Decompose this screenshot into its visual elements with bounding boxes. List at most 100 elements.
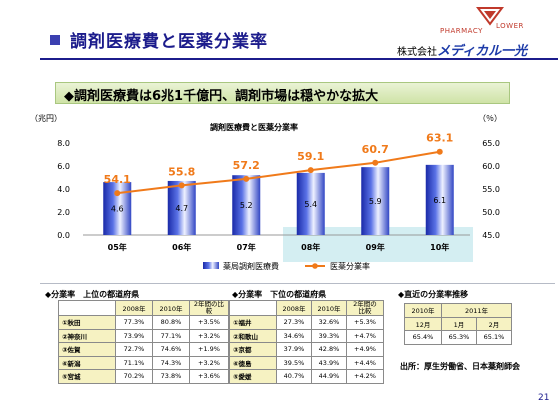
legend-bar-label: 薬局調剤医療費: [223, 261, 279, 271]
value-jan: 65.3%: [441, 330, 477, 345]
table-cell: 27.3%: [276, 315, 312, 330]
table-row: ②神奈川 73.9% 77.1% +3.2%: [58, 328, 229, 343]
header-2010: 2010年: [152, 300, 190, 316]
top-prefectures-table: 2008年 2010年 2年間の比較 ①秋田 77.3% 80.8% +3.5% ②神奈…: [58, 300, 229, 384]
table-cell: +3.6%: [189, 369, 229, 384]
left-axis-tick: 6.0: [57, 162, 70, 171]
bar: [425, 164, 454, 235]
section-divider: [40, 283, 555, 284]
prefecture-name: ①秋田: [58, 315, 116, 330]
table-cell: 43.9%: [311, 355, 347, 370]
month-jan-header: 1月: [441, 316, 477, 331]
line-point: [436, 148, 443, 155]
bar-value-label: 6.1: [433, 196, 446, 205]
prefecture-name: ④徳島: [229, 355, 277, 370]
bar: [232, 175, 261, 235]
bar-value-label: 5.2: [240, 201, 253, 210]
table-cell: +4.7%: [346, 328, 384, 343]
table-cell: +4.9%: [346, 342, 384, 357]
chart-title: 調剤医療費と医薬分業率: [210, 122, 298, 132]
page-title: 調剤医療費と医薬分業率: [70, 32, 268, 52]
table-cell: 32.6%: [311, 315, 347, 330]
table-cell: 70.2%: [115, 369, 153, 384]
line-value-label: 55.8: [168, 165, 195, 178]
table-cell: 40.7%: [276, 369, 312, 384]
table-cell: +1.9%: [189, 342, 229, 357]
company-logo: PHARMACY LOWER: [440, 6, 558, 38]
table-cell: 77.3%: [115, 315, 153, 330]
table-cell: +3.5%: [189, 315, 229, 330]
line-value-label: 54.1: [104, 173, 131, 186]
header-empty: [229, 300, 277, 316]
table-cell: 71.1%: [115, 355, 153, 370]
table-row: ④徳島 39.5% 43.9% +4.4%: [229, 355, 384, 370]
prefecture-name: ②神奈川: [58, 328, 116, 343]
category-label: 06年: [172, 242, 191, 252]
right-axis-unit: （％）: [478, 114, 502, 123]
category-label: 08年: [301, 242, 320, 252]
pharmacy-flower-logo-icon: [476, 7, 504, 26]
right-axis-tick: 50.0: [482, 208, 500, 217]
table-cell: 37.9%: [276, 342, 312, 357]
table-row: ②和歌山 34.6% 39.3% +4.7%: [229, 328, 384, 343]
page-number: 21: [538, 393, 550, 403]
category-label: 09年: [366, 242, 385, 252]
table-cell: 72.7%: [115, 342, 153, 357]
right-axis-tick: 65.0: [482, 139, 500, 148]
table-cell: 73.8%: [152, 369, 190, 384]
line-point: [114, 190, 121, 197]
table-cell: +3.2%: [189, 355, 229, 370]
line-point: [243, 175, 250, 182]
right-axis-tick: 60.0: [482, 162, 500, 171]
table-cell: 80.8%: [152, 315, 190, 330]
line-point: [178, 182, 185, 189]
chart: （兆円） （％） 調剤医療費と医薬分業率 0.0 2.0 4.0 6.0 8.0 45.…: [30, 113, 502, 271]
legend-line-label: 医薬分業率: [330, 261, 370, 271]
bottom-prefectures-title: ◆分業率 下位の都道府県: [232, 290, 327, 299]
prefecture-name: ④新潟: [58, 355, 116, 370]
title-bullet: [50, 35, 60, 45]
header-change: 2年間の比較: [346, 300, 384, 316]
prefecture-name: ②和歌山: [229, 328, 277, 343]
left-axis-tick: 8.0: [57, 139, 70, 148]
bar: [361, 167, 390, 235]
bottom-prefectures-table: 2008年 2010年 2年間の比較 ①福井 27.3% 32.6% +5.3% ②和歌…: [229, 300, 384, 384]
table-row: ③京都 37.9% 42.8% +4.9%: [229, 342, 384, 357]
header-empty: [58, 300, 116, 316]
headline-text: ◆調剤医療費は6兆1千億円、調剤市場は穏やかな拡大: [64, 89, 379, 104]
top-prefectures-title: ◆分業率 上位の都道府県: [45, 290, 140, 299]
left-axis-tick: 2.0: [57, 208, 70, 217]
table-cell: +3.2%: [189, 328, 229, 343]
recent-trend-table: 2010年 2011年 12月 1月 2月 65.4% 65.3% 65.1%: [404, 303, 512, 345]
table-cell: 39.3%: [311, 328, 347, 343]
header-2010: 2010年: [311, 300, 347, 316]
table-cell: 39.5%: [276, 355, 312, 370]
legend: 薬局調剤医療費 医薬分業率: [203, 261, 370, 271]
category-label: 10年: [430, 242, 449, 252]
table-row: ①福井 27.3% 32.6% +5.3%: [229, 315, 384, 330]
table-row: ③佐賀 72.7% 74.6% +1.9%: [58, 342, 229, 357]
category-label: 07年: [237, 242, 256, 252]
year-2010-header: 2010年: [404, 303, 442, 318]
table-row: ⑤愛媛 40.7% 44.9% +4.2%: [229, 369, 384, 384]
header-2008: 2008年: [115, 300, 153, 316]
table-cell: 34.6%: [276, 328, 312, 343]
table-cell: +5.3%: [346, 315, 384, 330]
line-value-label: 63.1: [426, 132, 453, 145]
bar-value-label: 4.6: [111, 205, 124, 214]
source-note: 出所：厚生労働省、日本薬剤師会: [400, 362, 520, 371]
legend-line-marker: [312, 263, 318, 269]
line-point: [372, 159, 379, 166]
prefecture-name: ③京都: [229, 342, 277, 357]
bar: [296, 172, 325, 235]
line-value-label: 59.1: [297, 150, 324, 163]
table-cell: 73.9%: [115, 328, 153, 343]
line-value-label: 60.7: [362, 143, 389, 156]
year-2011-header: 2011年: [441, 303, 512, 318]
prefecture-name: ⑤愛媛: [229, 369, 277, 384]
value-feb: 65.1%: [476, 330, 512, 345]
bar: [167, 180, 196, 235]
month-feb-header: 2月: [476, 316, 512, 331]
legend-bar-swatch: [203, 262, 219, 269]
logo-text-flower: LOWER: [496, 22, 524, 30]
